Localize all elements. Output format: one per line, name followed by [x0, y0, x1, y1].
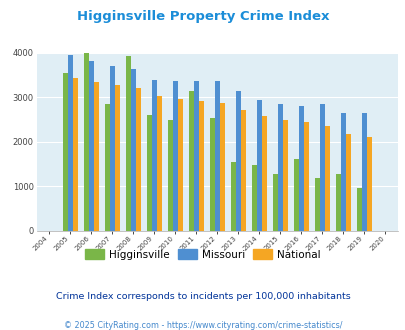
Bar — [104, 104, 109, 231]
Bar — [198, 101, 203, 231]
Bar — [156, 96, 161, 231]
Bar — [361, 114, 366, 231]
Bar — [172, 81, 177, 231]
Bar — [214, 81, 219, 231]
Bar — [109, 66, 114, 231]
Bar — [240, 110, 245, 231]
Bar — [340, 113, 345, 231]
Bar — [146, 115, 151, 231]
Bar — [324, 126, 329, 231]
Bar — [88, 61, 94, 231]
Bar — [209, 118, 214, 231]
Bar — [282, 120, 287, 231]
Bar — [293, 159, 298, 231]
Bar — [277, 104, 282, 231]
Bar — [235, 91, 240, 231]
Bar — [114, 85, 119, 231]
Bar — [167, 119, 172, 231]
Bar — [94, 82, 98, 231]
Bar — [256, 100, 261, 231]
Bar — [62, 73, 68, 231]
Bar — [219, 103, 224, 231]
Bar — [261, 115, 266, 231]
Text: © 2025 CityRating.com - https://www.cityrating.com/crime-statistics/: © 2025 CityRating.com - https://www.city… — [64, 321, 341, 330]
Bar — [335, 174, 340, 231]
Bar — [151, 80, 156, 231]
Text: Higginsville Property Crime Index: Higginsville Property Crime Index — [77, 10, 328, 23]
Bar — [72, 78, 77, 231]
Bar — [356, 188, 361, 231]
Bar — [303, 122, 308, 231]
Bar — [125, 56, 130, 231]
Bar — [251, 165, 256, 231]
Bar — [188, 91, 193, 231]
Text: Crime Index corresponds to incidents per 100,000 inhabitants: Crime Index corresponds to incidents per… — [55, 292, 350, 301]
Bar — [83, 53, 88, 231]
Bar — [319, 105, 324, 231]
Bar — [230, 161, 235, 231]
Bar — [298, 106, 303, 231]
Bar — [68, 55, 72, 231]
Legend: Higginsville, Missouri, National: Higginsville, Missouri, National — [81, 245, 324, 264]
Bar — [177, 99, 182, 231]
Bar — [366, 137, 371, 231]
Bar — [314, 178, 319, 231]
Bar — [272, 174, 277, 231]
Bar — [135, 88, 141, 231]
Bar — [193, 81, 198, 231]
Bar — [345, 134, 350, 231]
Bar — [130, 69, 135, 231]
